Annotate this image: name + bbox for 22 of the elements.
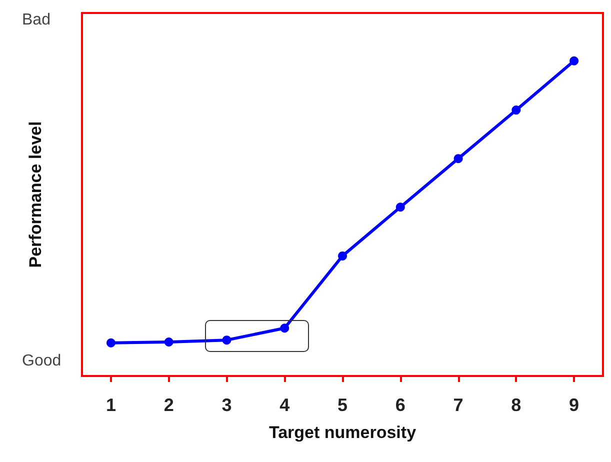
point <box>338 251 347 260</box>
x-tick-label: 9 <box>569 395 580 415</box>
y-axis-title: Performance level <box>26 121 45 268</box>
text: Good <box>22 352 62 370</box>
x-tick-label: 4 <box>280 395 290 415</box>
point <box>106 338 116 348</box>
point <box>280 324 290 333</box>
point <box>454 154 463 164</box>
point <box>570 56 579 66</box>
x-tick-label: 6 <box>395 395 406 415</box>
x-tick-label: 2 <box>164 395 174 415</box>
point <box>222 336 232 345</box>
point <box>396 202 405 212</box>
x-tick-label: 7 <box>453 395 464 415</box>
point <box>164 337 174 346</box>
text: Bad <box>22 12 50 28</box>
x-axis-title: Target numerosity <box>268 423 417 442</box>
x-tick-label: 3 <box>222 395 232 415</box>
x-tick-label: 1 <box>106 395 116 415</box>
point <box>512 106 521 115</box>
x-tick-label: 5 <box>337 395 348 415</box>
x-tick-label: 8 <box>511 395 522 415</box>
